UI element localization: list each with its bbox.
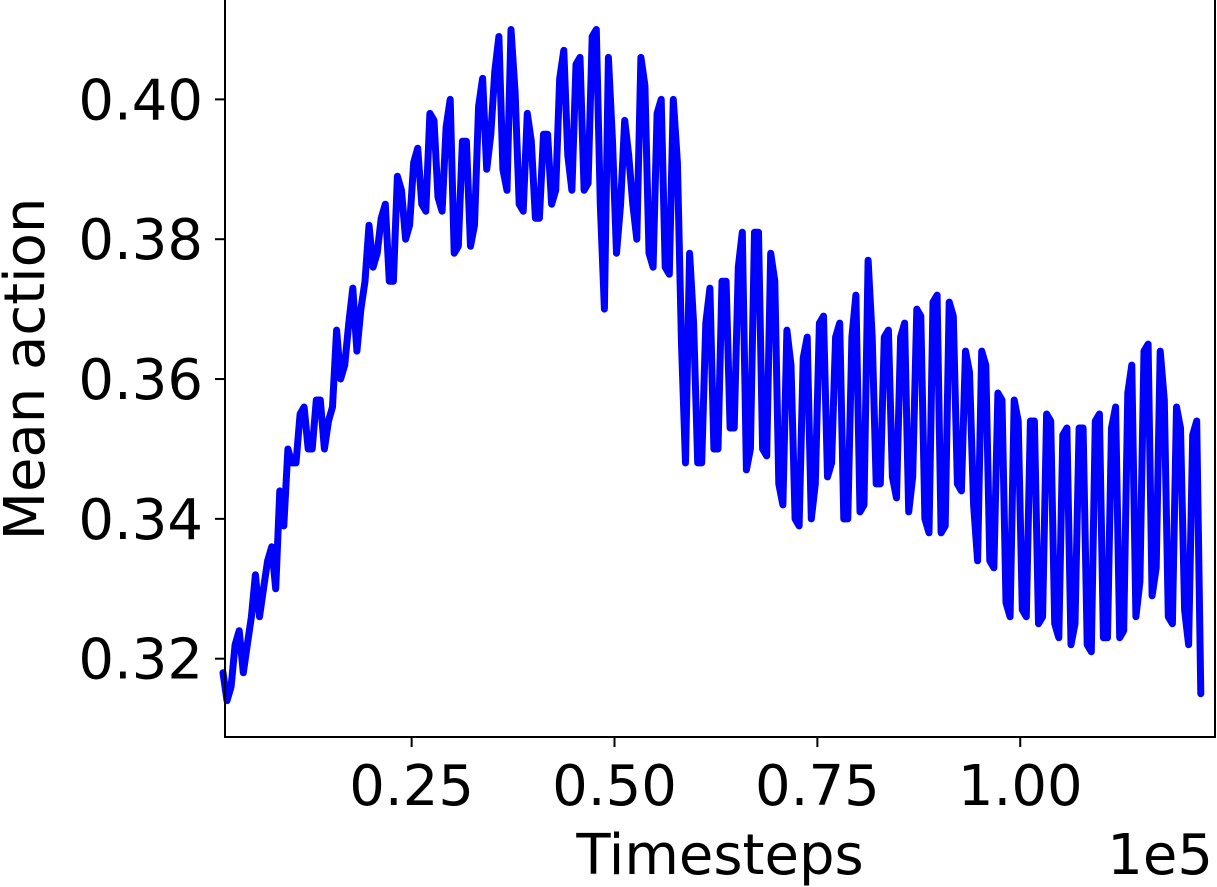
y-tick-label: 0.40 [78, 68, 203, 133]
x-axis-ticks: 0.25 0.50 0.75 1.00 [349, 737, 1083, 819]
axes-frame [224, 0, 1216, 738]
y-tick-label: 0.34 [78, 488, 203, 553]
x-tick-label: 1.00 [958, 754, 1083, 819]
y-tick-label: 0.32 [78, 628, 203, 693]
x-tick-label: 0.50 [552, 754, 677, 819]
x-tick-label: 0.25 [349, 754, 474, 819]
x-axis-offset-label: 1e5 [1107, 823, 1213, 887]
y-tick-label: 0.38 [78, 208, 203, 273]
y-axis-ticks: 0.32 0.34 0.36 0.38 0.40 [78, 68, 225, 693]
series-layer [219, 26, 1205, 705]
x-axis-label: Timesteps [575, 823, 863, 887]
series-line-0 [219, 26, 1205, 705]
y-axis-label: Mean action [0, 198, 58, 541]
y-tick-label: 0.36 [78, 348, 203, 413]
x-tick-label: 0.75 [755, 754, 880, 819]
